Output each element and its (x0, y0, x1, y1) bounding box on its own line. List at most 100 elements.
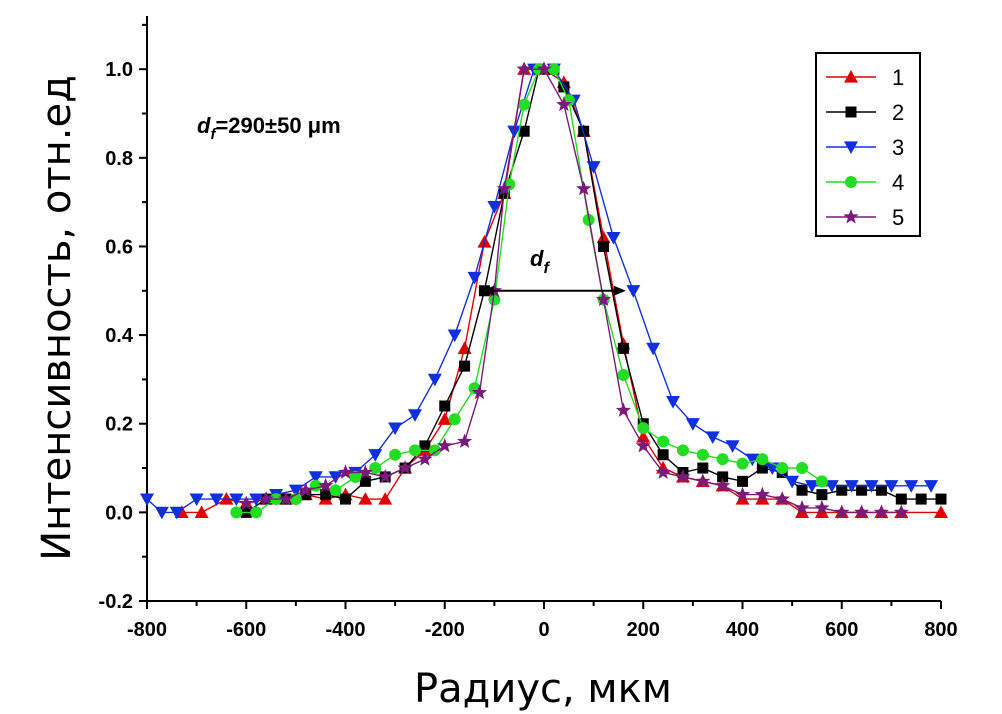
data-point (893, 504, 909, 519)
data-point (447, 329, 462, 343)
data-point (300, 489, 312, 501)
data-point (734, 486, 751, 502)
data-point (924, 480, 939, 493)
data-point (816, 489, 828, 501)
x-tick-label: -600 (226, 619, 266, 641)
data-point (606, 231, 621, 245)
data-point (794, 499, 810, 515)
legend-entry-4: 4 (826, 170, 904, 195)
legend-entry-5: 5 (826, 205, 904, 230)
data-point (169, 506, 184, 520)
data-point (895, 493, 907, 505)
data-point (194, 505, 209, 518)
data-point (657, 449, 669, 461)
data-point (448, 413, 461, 426)
data-point (904, 480, 919, 493)
data-point (496, 180, 512, 196)
arrow-head-right (613, 285, 626, 296)
annotation-d: d (197, 113, 211, 138)
data-point (796, 462, 809, 475)
data-point (705, 431, 720, 445)
data-point (873, 504, 890, 519)
data-point (358, 492, 373, 505)
data-point (697, 462, 709, 474)
data-point (329, 484, 342, 497)
data-point (715, 477, 731, 493)
data-point (754, 486, 770, 502)
x-tick-label: 400 (726, 619, 759, 641)
y-tick-label: 0.8 (105, 148, 133, 170)
data-point (298, 482, 314, 497)
data-point (459, 360, 471, 372)
x-tick-label: -800 (127, 619, 167, 641)
data-point (836, 484, 848, 496)
legend-marker (845, 106, 857, 118)
arrow-label-sub: f (543, 260, 550, 277)
tick-labels: -800 -600 -400 -200 0 200 400 600 800 -0.2 0.0 0.2 0… (99, 59, 958, 641)
data-point (725, 440, 740, 453)
data-point (417, 451, 433, 466)
data-point (646, 342, 661, 356)
data-point (745, 453, 760, 467)
data-point (735, 492, 750, 505)
data-point (637, 422, 650, 435)
data-point (934, 505, 948, 518)
legend-label: 3 (892, 135, 904, 160)
legend-marker (844, 141, 858, 154)
data-point (755, 492, 770, 505)
data-point (377, 468, 393, 484)
data-point (776, 462, 789, 475)
data-point (676, 444, 689, 457)
data-point (337, 464, 354, 479)
x-tick-label: 600 (825, 619, 858, 641)
arrow-label-d: d (530, 246, 544, 271)
annotation-value: =290±50 μm (215, 113, 340, 138)
data-point (467, 271, 482, 285)
data-point (518, 125, 530, 137)
data-point (804, 480, 819, 493)
data-point (518, 98, 531, 111)
data-point (536, 61, 552, 76)
df-annotation: df=290±50 μm (197, 113, 341, 143)
data-point (140, 493, 154, 507)
x-axis-title: Радиус, мкм (414, 666, 672, 712)
data-point (657, 435, 670, 448)
x-tick-label: -400 (325, 619, 365, 641)
data-point (369, 462, 382, 475)
data-point (318, 477, 334, 493)
data-point (736, 457, 749, 470)
data-point (230, 506, 243, 519)
data-point (774, 491, 790, 506)
data-point (320, 489, 332, 501)
legend-label: 4 (892, 170, 904, 195)
data-point (598, 240, 610, 252)
data-point (229, 493, 244, 507)
data-point (397, 460, 413, 475)
data-point (785, 475, 800, 489)
data-point (378, 492, 393, 505)
data-point (675, 468, 691, 484)
data-point (685, 418, 700, 431)
data-point (547, 63, 560, 76)
y-tick-label: 0.6 (105, 236, 133, 258)
legend: 1 2 3 4 5 (815, 52, 921, 237)
data-point (388, 422, 403, 436)
data-point (427, 373, 442, 387)
data-point (864, 480, 879, 493)
data-point (516, 61, 532, 76)
x-tick-label: -200 (425, 619, 465, 641)
y-tick-label: -0.2 (99, 591, 133, 613)
data-point (875, 484, 887, 496)
data-point (154, 506, 169, 520)
data-point (615, 402, 631, 417)
data-point (815, 475, 828, 488)
data-point (655, 464, 671, 479)
y-tick-label: 0.2 (105, 414, 133, 436)
data-point (419, 440, 431, 452)
data-point (437, 412, 452, 425)
data-point (884, 480, 899, 493)
data-point (814, 505, 829, 518)
legend-marker (845, 176, 857, 188)
series-layer (140, 61, 948, 520)
